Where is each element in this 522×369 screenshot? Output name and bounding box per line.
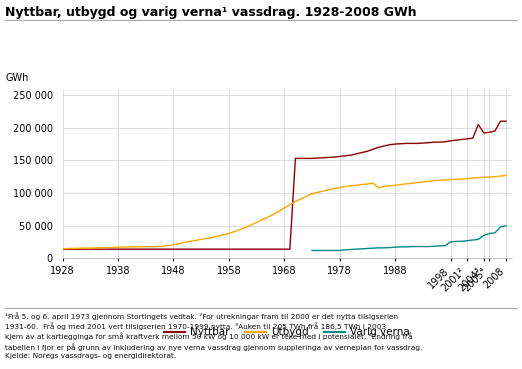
Text: ¹Frå 5. og 6. april 1973 gjennom Stortingets vedtak. ²For utrekningar fram til 2: ¹Frå 5. og 6. april 1973 gjennom Stortin… [5,312,423,359]
Legend: Nyttbar, Utbygd, Varig verna: Nyttbar, Utbygd, Varig verna [160,323,414,341]
Text: Nyttbar, utbygd og varig verna¹ vassdrag. 1928-2008 GWh: Nyttbar, utbygd og varig verna¹ vassdrag… [5,6,417,18]
Text: GWh: GWh [5,73,29,83]
